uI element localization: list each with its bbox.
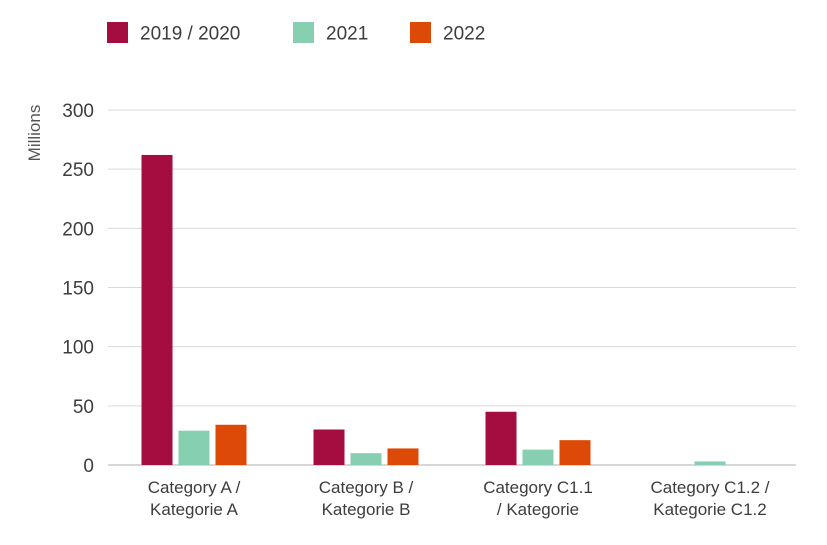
- bar: [350, 453, 382, 465]
- bar: [694, 461, 726, 465]
- y-tick-label: 150: [62, 279, 94, 300]
- bars: [141, 154, 726, 465]
- bar: [215, 424, 247, 465]
- y-tick-label: 50: [73, 397, 94, 418]
- x-tick-label-line: Category B /: [319, 478, 414, 497]
- y-tick-label: 100: [62, 338, 94, 359]
- legend-label: 2019 / 2020: [140, 24, 240, 45]
- x-tick-label: Category A / Kategorie A: [148, 478, 241, 519]
- legend-swatch: [293, 22, 314, 43]
- legend-item: 2021: [293, 22, 368, 45]
- y-axis-ticks: 0 50 100 150 200 250 300: [62, 101, 94, 477]
- x-tick-label-line: Kategorie C1.2: [653, 500, 766, 519]
- y-tick-label: 300: [62, 101, 94, 122]
- x-tick-label: Category C1.2 / Kategorie C1.2: [650, 478, 769, 519]
- legend-label: 2021: [326, 24, 368, 45]
- legend-label: 2022: [443, 24, 485, 45]
- x-tick-label-line: Category C1.1: [483, 478, 593, 497]
- y-axis-label: Millions: [25, 105, 44, 162]
- bar: [387, 448, 419, 465]
- x-tick-label-line: Category A /: [148, 478, 241, 497]
- x-tick-label-line: Kategorie B: [322, 500, 411, 519]
- bar: [141, 154, 173, 465]
- bar: [559, 440, 591, 465]
- x-tick-label: Category C1.1 / Kategorie: [483, 478, 593, 519]
- bar: [522, 449, 554, 465]
- y-tick-label: 250: [62, 160, 94, 181]
- legend-item: 2019 / 2020: [107, 22, 240, 45]
- legend-swatch: [410, 22, 431, 43]
- x-tick-label-line: Kategorie A: [150, 500, 239, 519]
- y-tick-label: 200: [62, 219, 94, 240]
- x-tick-label-line: / Kategorie: [497, 500, 579, 519]
- legend-swatch: [107, 22, 128, 43]
- bar: [313, 429, 345, 465]
- legend: 2019 / 2020 2021 2022: [107, 22, 485, 45]
- x-axis-labels: Category A / Kategorie A Category B / Kateg…: [148, 478, 770, 519]
- x-tick-label-line: Category C1.2 /: [650, 478, 769, 497]
- y-tick-label: 0: [83, 456, 94, 477]
- bar: [178, 430, 210, 465]
- legend-item: 2022: [410, 22, 485, 45]
- gridlines: [108, 109, 796, 466]
- bar: [485, 411, 517, 465]
- x-tick-label: Category B / Kategorie B: [319, 478, 414, 519]
